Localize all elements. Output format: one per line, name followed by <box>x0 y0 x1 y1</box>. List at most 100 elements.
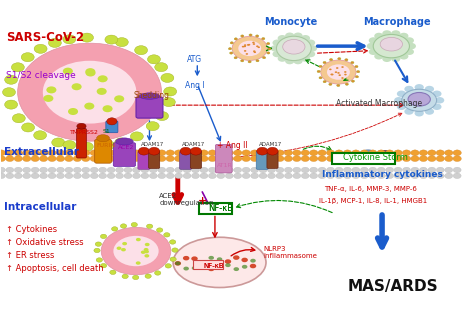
Circle shape <box>146 122 159 131</box>
Text: + Ang II: + Ang II <box>217 141 248 150</box>
Text: Shedding: Shedding <box>134 91 170 100</box>
Text: FURIN: FURIN <box>97 143 116 148</box>
Circle shape <box>323 80 326 83</box>
Circle shape <box>436 156 445 162</box>
Circle shape <box>242 156 250 162</box>
Circle shape <box>437 167 444 173</box>
FancyBboxPatch shape <box>215 145 232 173</box>
Circle shape <box>82 173 90 179</box>
Circle shape <box>267 147 278 155</box>
Circle shape <box>394 167 402 173</box>
Circle shape <box>217 150 225 156</box>
Circle shape <box>271 45 280 52</box>
Circle shape <box>310 150 318 156</box>
Ellipse shape <box>139 93 160 99</box>
FancyBboxPatch shape <box>136 97 163 118</box>
Circle shape <box>318 167 326 173</box>
Circle shape <box>96 258 102 262</box>
Circle shape <box>120 224 127 228</box>
Circle shape <box>209 173 216 179</box>
Circle shape <box>284 156 292 162</box>
Ellipse shape <box>113 236 159 266</box>
Circle shape <box>200 156 208 162</box>
FancyBboxPatch shape <box>180 151 191 169</box>
Ellipse shape <box>380 37 402 51</box>
Circle shape <box>145 243 150 246</box>
Circle shape <box>14 156 22 162</box>
Ellipse shape <box>173 237 266 287</box>
Circle shape <box>209 167 216 173</box>
Circle shape <box>132 150 141 156</box>
Circle shape <box>337 72 340 74</box>
Circle shape <box>382 30 392 37</box>
Circle shape <box>391 56 401 62</box>
Circle shape <box>155 112 169 121</box>
Circle shape <box>318 173 326 179</box>
Circle shape <box>276 156 284 162</box>
Circle shape <box>85 69 96 77</box>
Circle shape <box>306 40 315 46</box>
Circle shape <box>267 156 276 162</box>
Circle shape <box>445 167 453 173</box>
Circle shape <box>259 173 267 179</box>
Circle shape <box>200 173 208 179</box>
Circle shape <box>428 173 436 179</box>
Circle shape <box>174 150 183 156</box>
Circle shape <box>157 150 166 156</box>
Circle shape <box>241 35 244 37</box>
Circle shape <box>276 173 284 179</box>
Circle shape <box>259 167 267 173</box>
Ellipse shape <box>283 40 305 54</box>
Text: ADAM17: ADAM17 <box>141 142 164 146</box>
Circle shape <box>148 147 160 155</box>
Circle shape <box>200 261 206 265</box>
Circle shape <box>183 256 190 260</box>
Circle shape <box>411 156 419 162</box>
Circle shape <box>399 53 409 60</box>
Circle shape <box>437 173 444 179</box>
Circle shape <box>329 59 333 61</box>
Text: ADAM17: ADAM17 <box>182 142 206 146</box>
Text: TNF-α, IL-6, MMP-3, MMP-6: TNF-α, IL-6, MMP-3, MMP-6 <box>324 186 417 192</box>
Circle shape <box>301 167 309 173</box>
Circle shape <box>335 71 337 73</box>
Circle shape <box>217 173 225 179</box>
Circle shape <box>230 42 233 44</box>
Circle shape <box>394 156 402 162</box>
Text: AT1R: AT1R <box>217 163 233 168</box>
Circle shape <box>23 156 31 162</box>
Circle shape <box>234 173 242 179</box>
FancyBboxPatch shape <box>199 203 232 214</box>
Circle shape <box>356 71 360 73</box>
Circle shape <box>293 167 301 173</box>
Circle shape <box>73 173 82 179</box>
Circle shape <box>317 70 320 73</box>
Circle shape <box>377 150 385 156</box>
FancyBboxPatch shape <box>77 129 86 158</box>
Circle shape <box>234 267 239 271</box>
Circle shape <box>225 173 233 179</box>
Circle shape <box>402 150 410 156</box>
Circle shape <box>273 51 282 57</box>
Ellipse shape <box>238 41 261 56</box>
Circle shape <box>241 60 244 62</box>
Circle shape <box>165 264 172 268</box>
FancyBboxPatch shape <box>191 151 201 168</box>
Circle shape <box>249 34 252 36</box>
Circle shape <box>250 156 259 162</box>
Circle shape <box>90 167 98 173</box>
Circle shape <box>248 61 251 63</box>
Text: NF-κB: NF-κB <box>203 263 224 268</box>
Circle shape <box>319 77 322 79</box>
Circle shape <box>158 167 166 173</box>
Text: +: + <box>198 197 208 206</box>
Circle shape <box>247 44 249 46</box>
Circle shape <box>14 150 22 156</box>
Ellipse shape <box>327 64 350 80</box>
Circle shape <box>191 173 200 179</box>
Circle shape <box>23 150 31 156</box>
Circle shape <box>341 77 344 79</box>
Circle shape <box>65 156 73 162</box>
Circle shape <box>166 150 174 156</box>
Circle shape <box>278 55 287 62</box>
